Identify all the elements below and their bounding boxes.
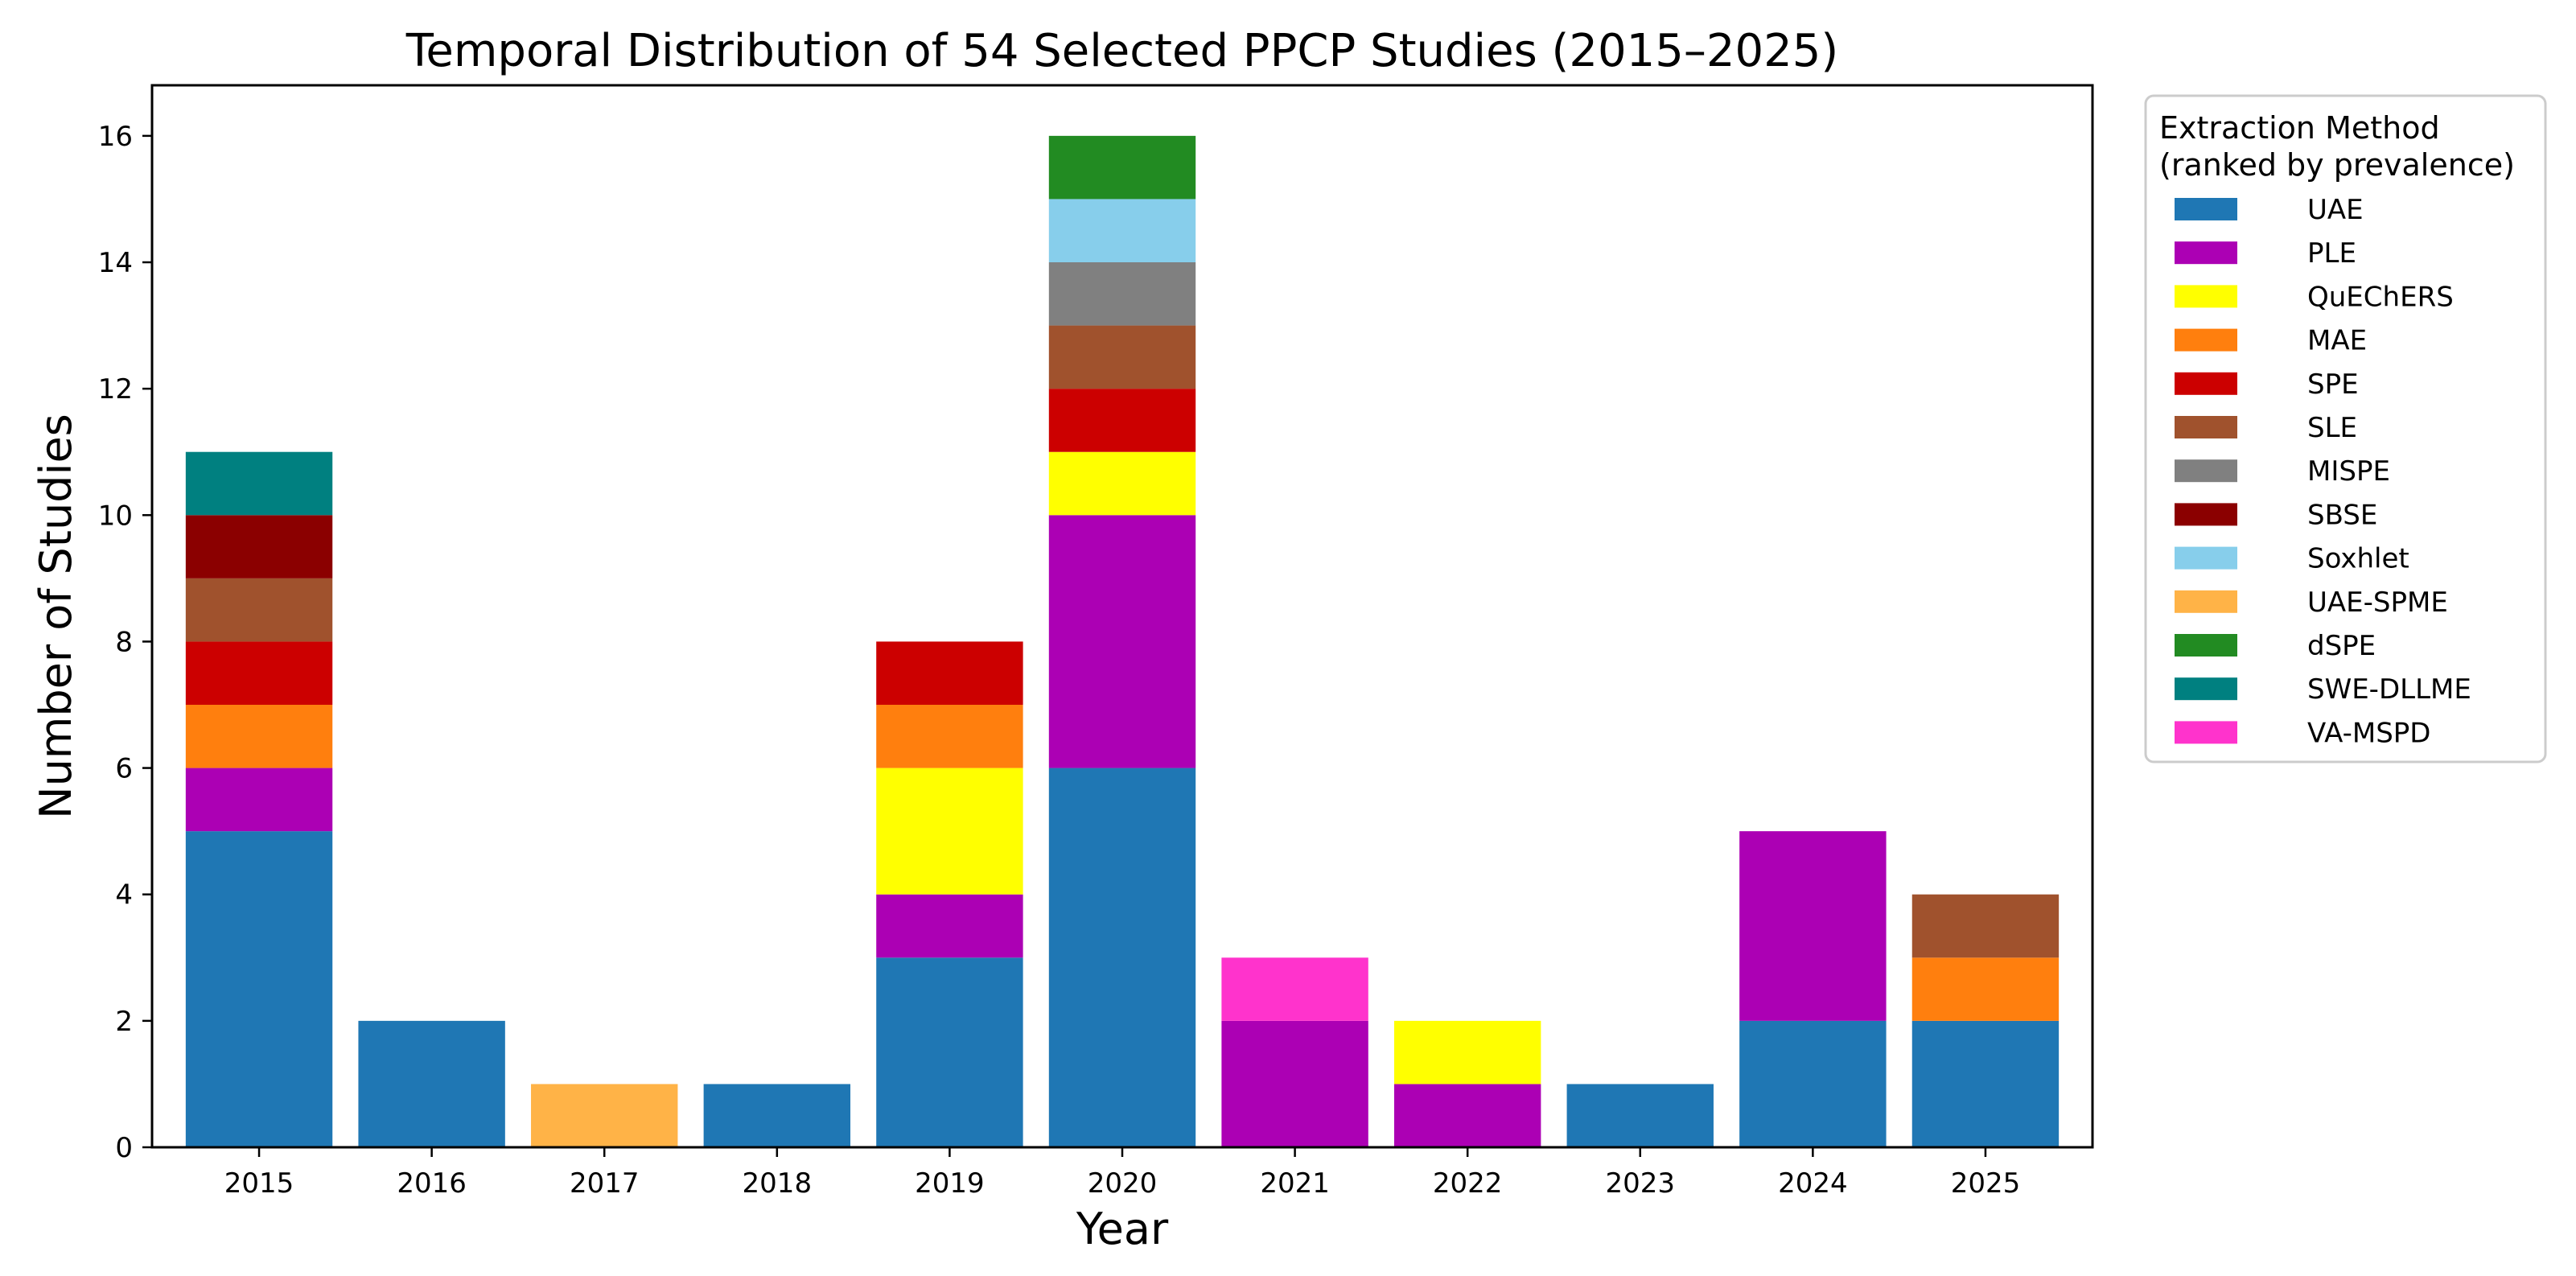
y-tick-label-2: 2 [115, 1006, 133, 1038]
bar-2020-mispe [1048, 262, 1196, 326]
x-tick-label-2024: 2024 [1778, 1167, 1848, 1200]
legend-swatch-spe [2175, 372, 2237, 395]
legend-title-line-2: (ranked by prevalence) [2159, 147, 2515, 183]
legend-swatch-dspe [2175, 634, 2237, 657]
legend-swatch-sbse [2175, 503, 2237, 526]
legend-label-spe: SPE [2307, 368, 2359, 401]
legend-swatch-sle [2175, 416, 2237, 438]
bar-2025-sle [1911, 894, 2060, 958]
bar-2020-quechers [1048, 451, 1196, 516]
legend-label-dspe: dSPE [2307, 630, 2376, 662]
legend-label-swe-dllme: SWE-DLLME [2307, 673, 2471, 706]
bar-2022-quechers [1393, 1020, 1541, 1085]
y-tick-label-14: 14 [98, 247, 133, 279]
plot-frame [150, 84, 2094, 1149]
legend-label-sle: SLE [2307, 412, 2357, 444]
bar-2021-ple [1221, 1020, 1368, 1147]
legend-label-va-mspd: VA-MSPD [2307, 717, 2430, 749]
bar-2022-ple [1393, 1084, 1541, 1147]
legend-label-mispe: MISPE [2307, 455, 2390, 488]
bar-2015-swe-dllme [185, 451, 333, 516]
legend-label-uae: UAE [2307, 194, 2364, 226]
bar-2024-ple [1739, 831, 1887, 1021]
y-tick-label-8: 8 [115, 626, 133, 658]
bar-2019-mae [876, 705, 1023, 768]
x-tick-label-2019: 2019 [915, 1167, 985, 1200]
legend-label-mae: MAE [2307, 325, 2367, 357]
x-tick-label-2016: 2016 [397, 1167, 467, 1200]
x-tick-label-2025: 2025 [1951, 1167, 2021, 1200]
legend-label-ple: PLE [2307, 237, 2356, 270]
y-tick-label-10: 10 [98, 500, 133, 532]
bar-2025-uae [1911, 1020, 2060, 1147]
bar-2015-sbse [185, 515, 333, 578]
legend-frame [2144, 94, 2547, 764]
x-axis: 2015 2016 2017 2018 2019 2020 2021 2022 2023 2024… [224, 1147, 2020, 1200]
x-tick-label-2023: 2023 [1606, 1167, 1676, 1200]
legend-title-line-1: Extraction Method [2159, 110, 2440, 146]
chart-title: Temporal Distribution of 54 Selected PPC… [405, 25, 1839, 77]
x-tick-label-2022: 2022 [1433, 1167, 1503, 1200]
legend-swatch-ple [2175, 241, 2237, 265]
bar-2019-ple [876, 894, 1023, 958]
bar-2024-uae [1739, 1020, 1887, 1147]
legend-entries: UAE PLE QuEChERS MAE SPE SLE MISPE SBSE Soxhlet U… [2175, 194, 2471, 749]
bar-2015-sle [185, 578, 333, 642]
bar-2015-ple [185, 768, 333, 832]
legend-label-uae-spme: UAE-SPME [2307, 587, 2448, 619]
y-tick-label-16: 16 [98, 121, 133, 153]
legend-swatch-soxhlet [2175, 546, 2237, 570]
bar-2020-uae [1048, 768, 1196, 1147]
bar-2015-spe [185, 641, 333, 705]
bar-2019-quechers [876, 768, 1023, 895]
y-tick-label-12: 12 [98, 373, 133, 405]
y-tick-label-0: 0 [115, 1132, 133, 1164]
bar-2020-dspe [1048, 135, 1196, 200]
y-tick-label-4: 4 [115, 879, 133, 912]
legend-label-quechers: QuEChERS [2307, 281, 2454, 313]
legend-label-sbse: SBSE [2307, 499, 2377, 531]
legend-swatch-uae-spme [2175, 590, 2237, 613]
bar-2016-uae [358, 1020, 505, 1147]
legend-swatch-mae [2175, 328, 2237, 352]
bars-group [185, 135, 2060, 1147]
x-tick-label-2018: 2018 [743, 1167, 813, 1200]
bar-2021-va-mspd [1221, 957, 1368, 1021]
bar-2020-spe [1048, 389, 1196, 452]
bar-2020-ple [1048, 515, 1196, 768]
y-axis-label: Number of Studies [31, 414, 81, 819]
bar-2019-uae [876, 957, 1023, 1147]
bar-2019-spe [876, 641, 1023, 705]
bar-2023-uae [1566, 1084, 1714, 1147]
legend-swatch-swe-dllme [2175, 677, 2237, 701]
y-tick-label-6: 6 [115, 753, 133, 785]
legend-swatch-uae [2175, 198, 2237, 220]
x-tick-label-2015: 2015 [224, 1167, 294, 1200]
x-axis-label: Year [1076, 1204, 1169, 1254]
x-tick-label-2020: 2020 [1088, 1167, 1158, 1200]
legend-swatch-quechers [2175, 285, 2237, 308]
legend-swatch-va-mspd [2175, 721, 2237, 744]
x-tick-label-2021: 2021 [1260, 1167, 1330, 1200]
legend-label-soxhlet: Soxhlet [2307, 543, 2409, 575]
bar-2017-uae-spme [531, 1084, 678, 1147]
bar-2015-mae [185, 705, 333, 768]
y-axis: 0 2 4 6 8 10 12 14 16 [98, 121, 152, 1164]
x-tick-label-2017: 2017 [570, 1167, 640, 1200]
bar-2020-soxhlet [1048, 199, 1196, 262]
legend: Extraction Method (ranked by prevalence)… [2144, 94, 2547, 764]
bar-2025-mae [1911, 957, 2060, 1021]
bar-2020-sle [1048, 325, 1196, 389]
bar-2018-uae [703, 1084, 851, 1147]
bar-2015-uae [185, 831, 333, 1147]
legend-swatch-mispe [2175, 459, 2237, 483]
